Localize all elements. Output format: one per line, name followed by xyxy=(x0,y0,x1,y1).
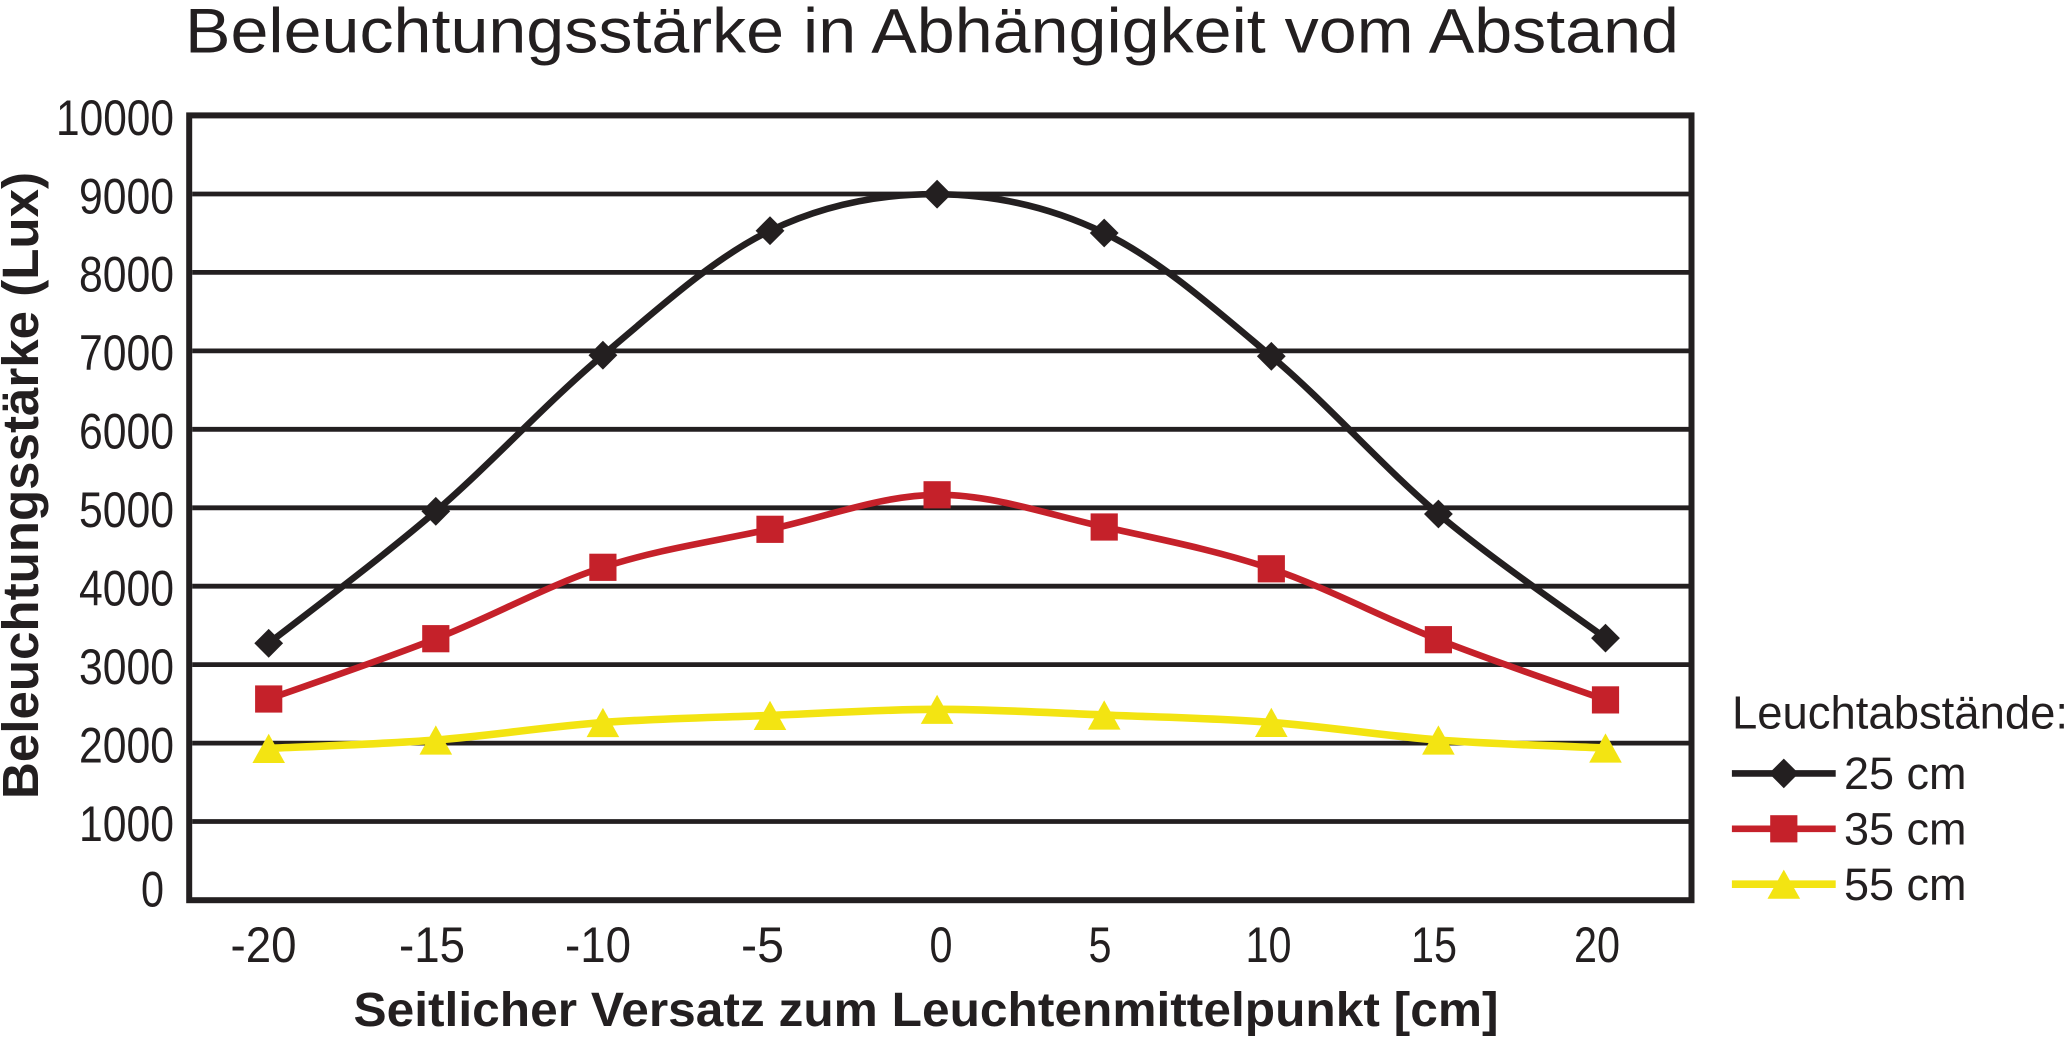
svg-text:2000: 2000 xyxy=(79,717,174,773)
svg-text:-20: -20 xyxy=(231,917,297,973)
svg-text:6000: 6000 xyxy=(79,404,174,460)
svg-text:15: 15 xyxy=(1411,917,1457,973)
svg-text:-5: -5 xyxy=(741,917,784,973)
svg-text:35 cm: 35 cm xyxy=(1844,803,1967,854)
svg-text:10: 10 xyxy=(1246,917,1292,973)
svg-text:1000: 1000 xyxy=(79,796,174,852)
svg-text:8000: 8000 xyxy=(79,247,174,303)
svg-text:55 cm: 55 cm xyxy=(1844,859,1967,910)
svg-text:3000: 3000 xyxy=(79,639,174,695)
svg-text:20: 20 xyxy=(1574,917,1620,973)
svg-text:-15: -15 xyxy=(399,917,465,973)
svg-text:9000: 9000 xyxy=(79,168,174,224)
svg-text:Leuchtabstände:: Leuchtabstände: xyxy=(1732,687,2066,739)
svg-text:0: 0 xyxy=(930,917,953,973)
svg-text:Seitlicher Versatz zum Leuchte: Seitlicher Versatz zum Leuchtenmittelpun… xyxy=(354,984,1499,1037)
svg-text:0: 0 xyxy=(141,862,164,918)
svg-text:25 cm: 25 cm xyxy=(1844,748,1967,799)
svg-text:Beleuchtungsstärke in Abhängig: Beleuchtungsstärke in Abhängigkeit vom A… xyxy=(185,0,1679,67)
svg-text:5: 5 xyxy=(1089,917,1112,973)
svg-text:-10: -10 xyxy=(565,917,631,973)
svg-text:7000: 7000 xyxy=(79,325,174,381)
svg-text:10000: 10000 xyxy=(56,90,174,146)
svg-text:5000: 5000 xyxy=(79,482,174,538)
svg-text:4000: 4000 xyxy=(79,561,174,617)
svg-text:Beleuchtungsstärke (Lux): Beleuchtungsstärke (Lux) xyxy=(0,172,49,799)
